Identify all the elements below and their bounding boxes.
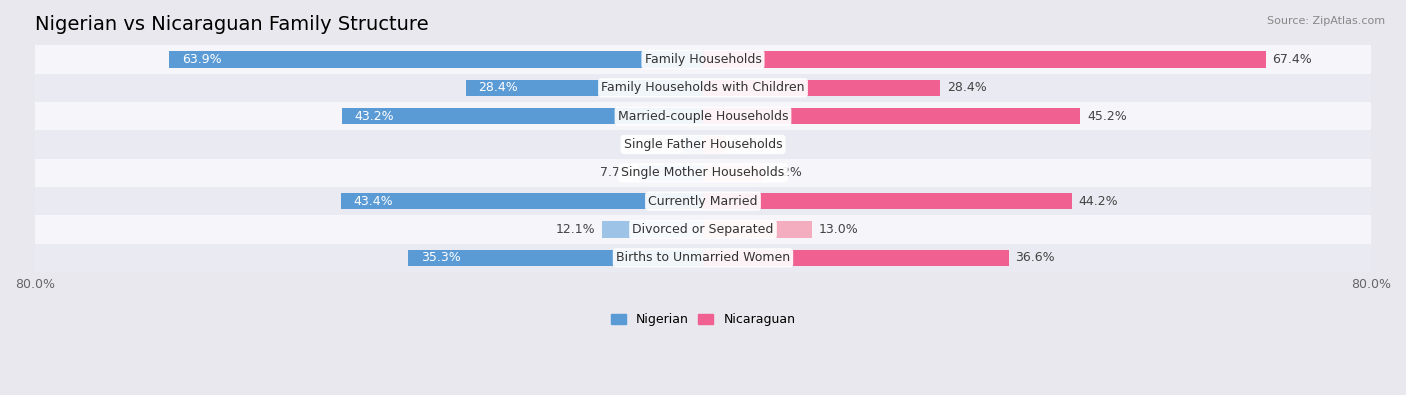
Text: Family Households with Children: Family Households with Children <box>602 81 804 94</box>
Text: 36.6%: 36.6% <box>1015 251 1054 264</box>
Bar <box>35 73 1371 102</box>
Text: 43.4%: 43.4% <box>353 195 392 208</box>
Bar <box>35 187 1371 215</box>
Bar <box>703 193 1071 209</box>
Bar <box>703 136 724 153</box>
Text: 43.2%: 43.2% <box>354 110 395 123</box>
Bar <box>703 221 811 238</box>
Text: 2.4%: 2.4% <box>644 138 676 151</box>
Bar <box>35 45 1371 73</box>
Bar <box>35 215 1371 244</box>
Text: Source: ZipAtlas.com: Source: ZipAtlas.com <box>1267 16 1385 26</box>
Text: 67.4%: 67.4% <box>1272 53 1312 66</box>
Text: Single Mother Households: Single Mother Households <box>621 166 785 179</box>
Bar <box>340 193 703 209</box>
Bar <box>170 51 703 68</box>
Legend: Nigerian, Nicaraguan: Nigerian, Nicaraguan <box>606 308 800 331</box>
Text: Family Households: Family Households <box>644 53 762 66</box>
Text: 12.1%: 12.1% <box>555 223 595 236</box>
Text: Married-couple Households: Married-couple Households <box>617 110 789 123</box>
Bar <box>703 250 1008 266</box>
Text: Single Father Households: Single Father Households <box>624 138 782 151</box>
Bar <box>638 165 703 181</box>
Bar <box>703 108 1080 124</box>
Bar <box>35 244 1371 272</box>
Text: 44.2%: 44.2% <box>1078 195 1118 208</box>
Text: 28.4%: 28.4% <box>478 81 519 94</box>
Text: 35.3%: 35.3% <box>420 251 461 264</box>
Text: 7.2%: 7.2% <box>770 166 801 179</box>
Text: Nigerian vs Nicaraguan Family Structure: Nigerian vs Nicaraguan Family Structure <box>35 15 429 34</box>
Bar <box>602 221 703 238</box>
Text: 7.7%: 7.7% <box>600 166 633 179</box>
Text: Divorced or Separated: Divorced or Separated <box>633 223 773 236</box>
Text: 2.6%: 2.6% <box>731 138 763 151</box>
Bar <box>465 80 703 96</box>
Text: Births to Unmarried Women: Births to Unmarried Women <box>616 251 790 264</box>
Text: 63.9%: 63.9% <box>181 53 222 66</box>
Bar <box>703 51 1265 68</box>
Bar <box>342 108 703 124</box>
Bar <box>35 159 1371 187</box>
Text: 45.2%: 45.2% <box>1087 110 1126 123</box>
Text: 28.4%: 28.4% <box>946 81 987 94</box>
Bar <box>683 136 703 153</box>
Bar <box>35 102 1371 130</box>
Bar <box>703 165 763 181</box>
Text: 13.0%: 13.0% <box>818 223 858 236</box>
Bar <box>35 130 1371 159</box>
Text: Currently Married: Currently Married <box>648 195 758 208</box>
Bar <box>408 250 703 266</box>
Bar <box>703 80 941 96</box>
